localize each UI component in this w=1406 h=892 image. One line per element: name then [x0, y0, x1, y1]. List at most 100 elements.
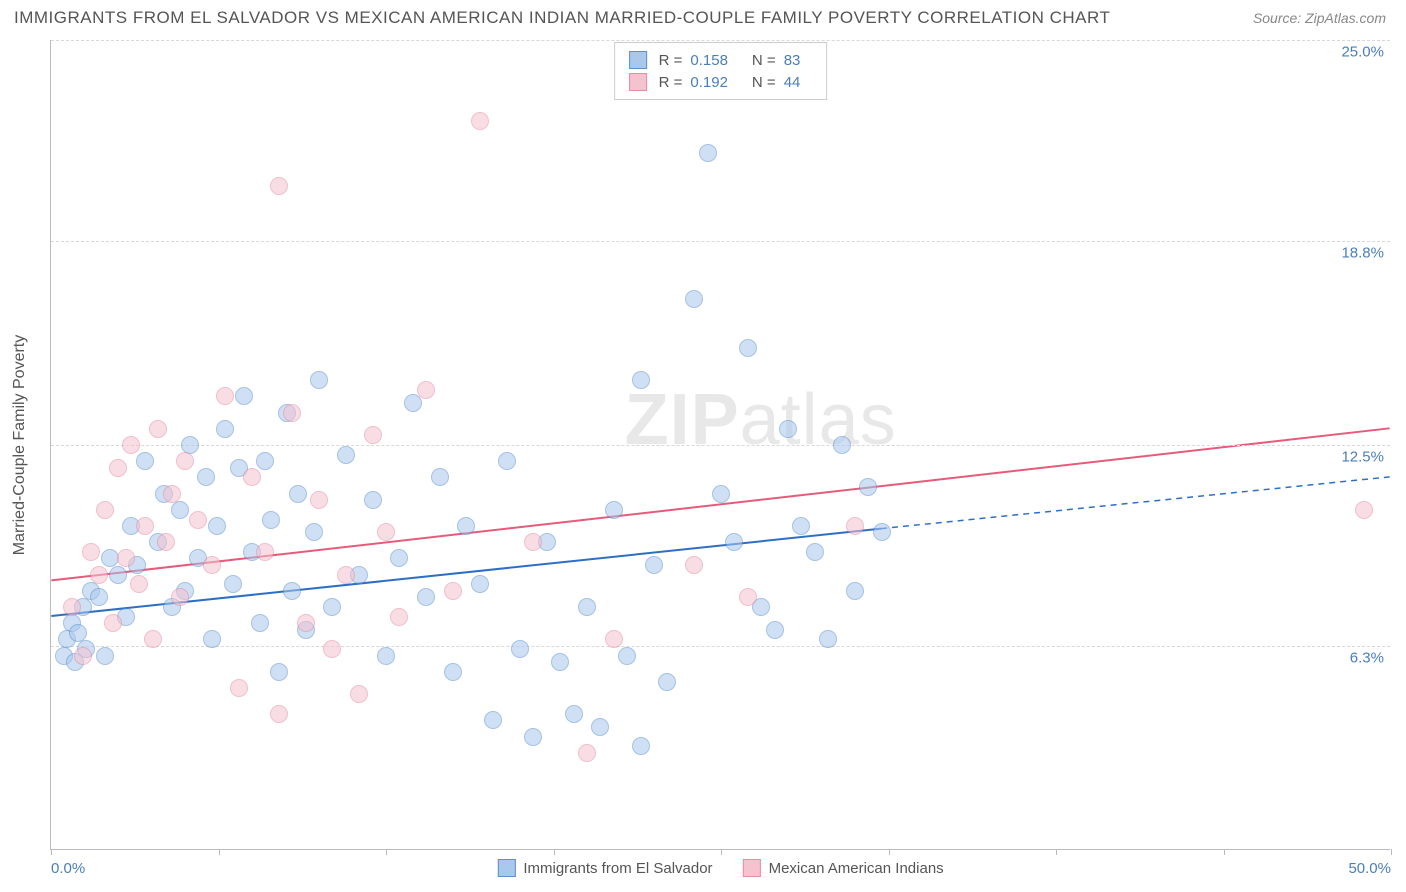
scatter-point: [323, 640, 341, 658]
scatter-point: [171, 588, 189, 606]
scatter-point: [471, 575, 489, 593]
legend-r-label: R =: [659, 74, 683, 91]
scatter-point: [289, 485, 307, 503]
scatter-point: [216, 420, 234, 438]
scatter-point: [270, 663, 288, 681]
ytick-label: 18.8%: [1341, 244, 1392, 261]
scatter-point: [444, 582, 462, 600]
scatter-point: [235, 387, 253, 405]
scatter-point: [524, 533, 542, 551]
gridline-horizontal: [51, 445, 1390, 446]
scatter-point: [96, 501, 114, 519]
legend-n-label: N =: [752, 74, 776, 91]
scatter-point: [130, 575, 148, 593]
legend-swatch: [629, 73, 647, 91]
scatter-point: [685, 290, 703, 308]
xtick-label: 50.0%: [1348, 860, 1391, 877]
scatter-point: [819, 630, 837, 648]
scatter-point: [117, 549, 135, 567]
scatter-point: [792, 517, 810, 535]
scatter-point: [739, 588, 757, 606]
scatter-point: [74, 647, 92, 665]
scatter-point: [457, 517, 475, 535]
scatter-point: [171, 501, 189, 519]
scatter-point: [297, 614, 315, 632]
xtick-mark: [1056, 849, 1057, 855]
legend-series: Immigrants from El Salvador Mexican Amer…: [497, 859, 943, 877]
scatter-point: [766, 621, 784, 639]
scatter-point: [323, 598, 341, 616]
scatter-point: [779, 420, 797, 438]
xtick-mark: [386, 849, 387, 855]
scatter-point: [90, 566, 108, 584]
chart-source: Source: ZipAtlas.com: [1253, 10, 1386, 26]
scatter-point: [270, 705, 288, 723]
scatter-point: [873, 523, 891, 541]
scatter-point: [136, 452, 154, 470]
scatter-point: [377, 647, 395, 665]
scatter-point: [846, 582, 864, 600]
scatter-point: [109, 459, 127, 477]
legend-swatch: [497, 859, 515, 877]
scatter-point: [157, 533, 175, 551]
scatter-point: [230, 679, 248, 697]
scatter-point: [524, 728, 542, 746]
scatter-point: [203, 630, 221, 648]
scatter-point: [310, 491, 328, 509]
xtick-mark: [51, 849, 52, 855]
xtick-label: 0.0%: [51, 860, 85, 877]
ytick-label: 25.0%: [1341, 44, 1392, 61]
xtick-mark: [219, 849, 220, 855]
scatter-point: [551, 653, 569, 671]
scatter-point: [136, 517, 154, 535]
scatter-point: [305, 523, 323, 541]
ytick-label: 6.3%: [1350, 649, 1392, 666]
scatter-point: [350, 685, 368, 703]
legend-n-value: 44: [784, 74, 801, 91]
scatter-point: [82, 543, 100, 561]
scatter-point: [484, 711, 502, 729]
scatter-point: [283, 404, 301, 422]
scatter-point: [283, 582, 301, 600]
scatter-point: [578, 598, 596, 616]
scatter-point: [565, 705, 583, 723]
xtick-mark: [554, 849, 555, 855]
chart-title: IMMIGRANTS FROM EL SALVADOR VS MEXICAN A…: [14, 8, 1110, 28]
xtick-mark: [721, 849, 722, 855]
scatter-point: [859, 478, 877, 496]
scatter-point: [122, 436, 140, 454]
xtick-mark: [1224, 849, 1225, 855]
gridline-horizontal: [51, 241, 1390, 242]
scatter-point: [270, 177, 288, 195]
scatter-point: [364, 426, 382, 444]
scatter-point: [658, 673, 676, 691]
legend-correlation-row: R = 0.192 N = 44: [629, 71, 813, 93]
scatter-point: [833, 436, 851, 454]
legend-series-label: Immigrants from El Salvador: [523, 860, 712, 877]
scatter-point: [243, 468, 261, 486]
legend-n-label: N =: [752, 52, 776, 69]
scatter-point: [256, 452, 274, 470]
scatter-point: [417, 588, 435, 606]
y-axis-label: Married-Couple Family Poverty: [11, 335, 29, 556]
watermark: ZIPatlas: [625, 379, 897, 461]
trend-line-extrapolated: [881, 477, 1390, 529]
legend-r-value: 0.192: [690, 74, 728, 91]
scatter-point: [144, 630, 162, 648]
legend-r-value: 0.158: [690, 52, 728, 69]
scatter-point: [618, 647, 636, 665]
scatter-point: [262, 511, 280, 529]
scatter-point: [725, 533, 743, 551]
scatter-point: [256, 543, 274, 561]
scatter-point: [444, 663, 462, 681]
scatter-point: [739, 339, 757, 357]
scatter-point: [605, 630, 623, 648]
chart-header: IMMIGRANTS FROM EL SALVADOR VS MEXICAN A…: [0, 0, 1406, 32]
legend-r-label: R =: [659, 52, 683, 69]
plot-area: ZIPatlas R = 0.158 N = 83 R = 0.192 N = …: [50, 40, 1390, 850]
ytick-label: 12.5%: [1341, 449, 1392, 466]
scatter-point: [699, 144, 717, 162]
scatter-point: [163, 485, 181, 503]
scatter-point: [498, 452, 516, 470]
gridline-horizontal: [51, 646, 1390, 647]
